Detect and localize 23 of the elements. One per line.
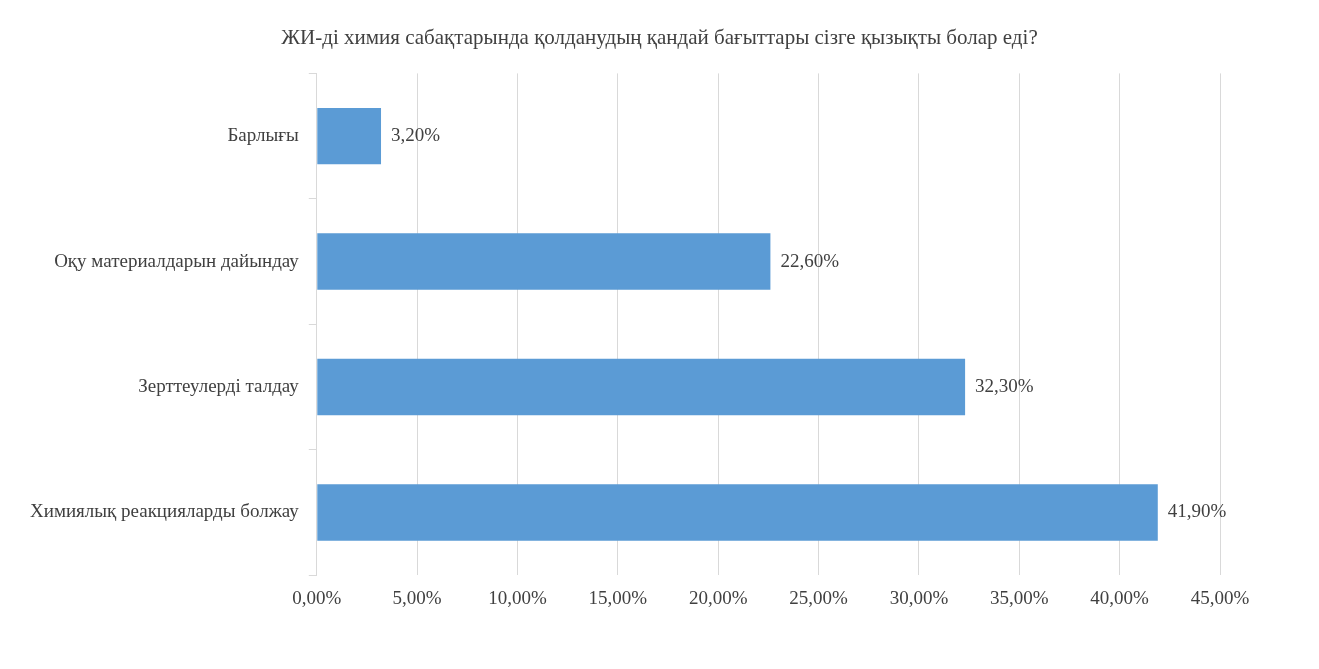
x-tick-label: 10,00% [488, 586, 547, 608]
x-tick-label: 15,00% [588, 586, 648, 608]
y-tick-label: Зерттеулерді талдау [138, 375, 300, 397]
bar [317, 233, 771, 290]
chart-title: ЖИ-ді химия сабақтарында қолданудың қандай бағыттары сізге қызықты болар еді? [280, 24, 1039, 51]
x-tick-label: 5,00% [392, 586, 442, 608]
data-label: 22,60% [780, 249, 840, 271]
bar [317, 358, 966, 416]
bar [317, 484, 1158, 541]
x-tick-label: 30,00% [889, 586, 949, 608]
y-tick-label: Химиялық реакцияларды болжау [30, 500, 300, 522]
data-label: 3,20% [391, 124, 441, 146]
x-tick-label: 25,00% [789, 586, 849, 608]
x-tick-label: 35,00% [990, 586, 1049, 608]
x-tick-label: 20,00% [688, 586, 748, 608]
bar [317, 107, 382, 165]
x-tick-label: 40,00% [1090, 586, 1150, 608]
y-tick-label: Оқу материалдарын дайындау [54, 249, 300, 271]
data-label: 41,90% [1167, 500, 1227, 522]
x-tick-label: 45,00% [1190, 586, 1250, 608]
x-tick-label: 0,00% [292, 586, 342, 608]
y-tick-label: Барлығы [227, 124, 300, 146]
data-label: 32,30% [975, 375, 1034, 397]
